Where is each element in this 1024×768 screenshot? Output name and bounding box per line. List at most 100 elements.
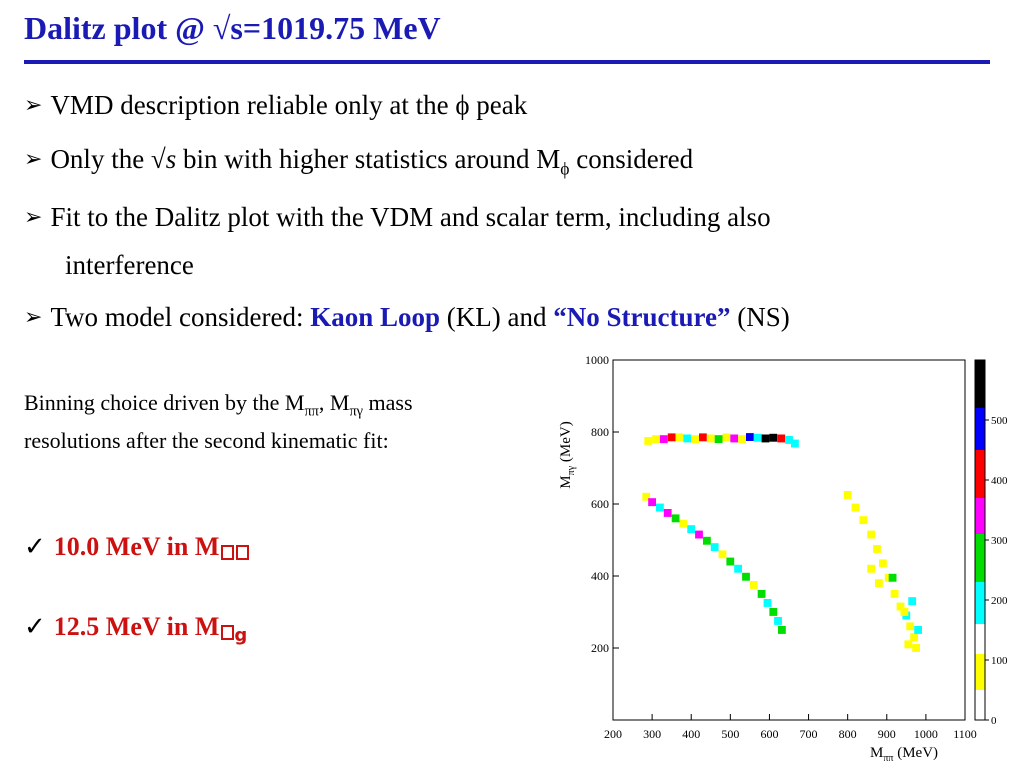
- bullet-text-sub: ϕ: [560, 158, 570, 179]
- plot-cell: [900, 608, 909, 616]
- check-mark-icon: ✓: [24, 532, 46, 561]
- plot-cell: [906, 622, 915, 631]
- plot-cell: [753, 433, 762, 442]
- plot-cell: [656, 503, 664, 512]
- color-tick-label: 500: [991, 415, 1008, 427]
- check-tail: g: [234, 625, 248, 646]
- plot-cell: [671, 514, 680, 523]
- x-tick-label: 700: [800, 727, 818, 741]
- check-item-mpipi: ✓ 10.0 MeV in M: [24, 532, 250, 562]
- plot-cell: [742, 572, 750, 581]
- bullet-vmd: ➢ VMD description reliable only at the ϕ …: [24, 88, 527, 124]
- plot-cell: [904, 640, 913, 649]
- no-structure-label: “No Structure”: [553, 302, 731, 332]
- plot-cell: [777, 434, 786, 443]
- y-tick-label: 1000: [585, 353, 609, 367]
- plot-cell: [683, 434, 692, 443]
- plot-cell: [749, 581, 758, 589]
- color-band: [975, 624, 985, 654]
- bullet-text-s: s: [165, 144, 177, 174]
- plot-cell: [695, 530, 703, 539]
- color-tick-label: 400: [991, 475, 1008, 487]
- plot-cell: [908, 597, 917, 606]
- color-band: [975, 534, 985, 582]
- color-tick-label: 300: [991, 535, 1008, 547]
- title-underline: [24, 60, 990, 64]
- plot-cell: [912, 644, 920, 652]
- x-axis-label-unit: (MeV): [893, 745, 938, 761]
- plot-cell: [778, 626, 786, 634]
- binning-note: Binning choice driven by the Mππ, Mπγ ma…: [24, 388, 504, 456]
- x-axis-label-main: M: [870, 745, 883, 761]
- plot-cells: [642, 433, 922, 652]
- plot-cell: [867, 530, 875, 539]
- plot-cell: [875, 579, 883, 588]
- color-band: [975, 360, 985, 408]
- plot-cell: [867, 564, 875, 573]
- plot-cell: [761, 434, 770, 443]
- x-tick-label: 200: [604, 727, 622, 741]
- plot-cell: [769, 608, 778, 616]
- bullet-text-line1: Fit to the Dalitz plot with the VDM and …: [50, 202, 771, 232]
- plot-cell: [738, 435, 746, 444]
- check-text: 12.5 MeV in M: [53, 612, 220, 641]
- x-tick-label: 800: [839, 727, 857, 741]
- color-band: [975, 450, 985, 498]
- plot-cell: [663, 509, 672, 517]
- y-axis-label-sub: πγ: [566, 465, 577, 475]
- note-pre: Binning choice driven by the M: [24, 390, 305, 415]
- plot-cell: [734, 564, 742, 573]
- arrow-bullet-icon: ➢: [24, 204, 43, 229]
- bullet-text-mid: bin with higher statistics around M: [176, 144, 561, 174]
- bullet-text-mid: (KL) and: [440, 302, 554, 332]
- plot-cell: [642, 492, 651, 501]
- plot-cell: [691, 435, 699, 444]
- plot-cell: [730, 434, 739, 443]
- check-mark-icon: ✓: [24, 612, 46, 641]
- color-scale-ticks: 0 100 200 300 400 500: [985, 415, 1008, 727]
- x-axis-label: Mππ (MeV): [870, 745, 938, 764]
- x-tick-label: 300: [643, 727, 661, 741]
- check-text: 10.0 MeV in M: [53, 532, 220, 561]
- x-tick-label: 500: [721, 727, 739, 741]
- arrow-bullet-icon: ➢: [24, 92, 43, 117]
- bullet-text-post: (NS): [730, 302, 790, 332]
- check-item-mpigamma: ✓ 12.5 MeV in M g: [24, 612, 247, 646]
- color-band: [975, 654, 985, 690]
- plot-cell: [679, 519, 688, 528]
- plot-cell: [896, 602, 905, 611]
- x-axis-label-sub: ππ: [883, 753, 893, 764]
- y-axis-ticks: 200 400 600 800 1000: [585, 353, 619, 655]
- slide-title: Dalitz plot @ √s=1019.75 MeV: [24, 10, 441, 46]
- plot-cell: [774, 617, 782, 625]
- bullet-fit-line2: interference: [65, 250, 194, 280]
- note-post: mass resolutions after the second kinema…: [24, 390, 413, 454]
- plot-cell: [763, 599, 772, 607]
- bullet-text-pre: Two model considered:: [50, 302, 311, 332]
- note-mid: , M: [318, 390, 350, 415]
- plot-cell: [914, 626, 922, 634]
- color-band: [975, 408, 985, 450]
- plot-cell: [718, 550, 727, 559]
- bullet-text-post: considered: [569, 144, 694, 174]
- plot-cell: [726, 557, 735, 566]
- plot-cell: [710, 543, 719, 552]
- note-sub-pigamma: πγ: [349, 403, 363, 420]
- bullet-fit: ➢ Fit to the Dalitz plot with the VDM and…: [24, 200, 771, 236]
- plot-cell: [769, 433, 778, 442]
- plot-cell: [706, 434, 715, 443]
- plot-cell: [884, 573, 893, 582]
- color-tick-label: 0: [991, 715, 997, 727]
- bullet-sqrt-s-bin: ➢ Only the √s bin with higher statistics …: [24, 142, 693, 185]
- bullet-text-pre: Only the √: [50, 144, 166, 174]
- x-tick-label: 1000: [914, 727, 938, 741]
- missing-glyph-icon: [221, 625, 235, 640]
- plot-cell: [667, 433, 676, 442]
- plot-cell: [890, 590, 899, 598]
- plot-cell: [785, 436, 793, 444]
- plot-frame: [612, 359, 966, 721]
- y-axis-label-unit: (MeV): [558, 421, 574, 466]
- x-tick-label: 1100: [953, 727, 977, 741]
- plot-cell: [687, 525, 696, 534]
- x-tick-label: 600: [760, 727, 778, 741]
